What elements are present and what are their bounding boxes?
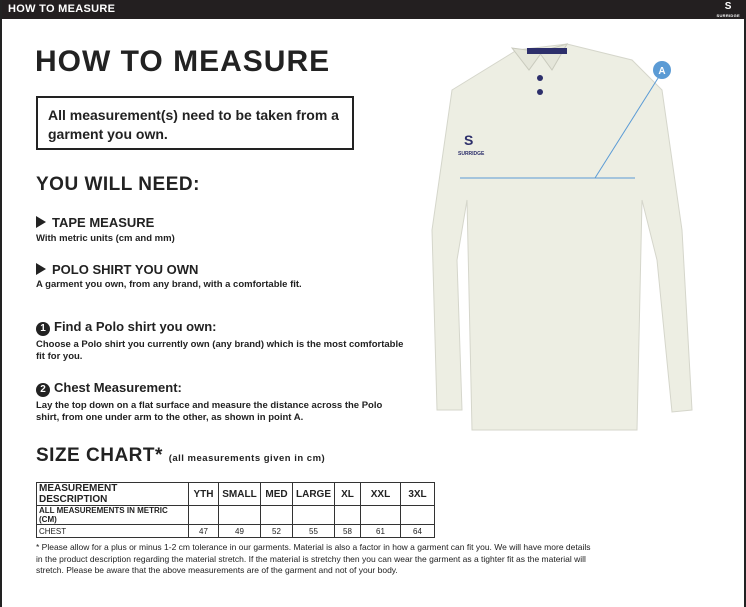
number-2-icon: 2	[36, 383, 50, 397]
svg-text:A: A	[658, 66, 665, 77]
top-bar-title: HOW TO MEASURE	[8, 3, 116, 15]
table-subheader-row: ALL MEASUREMENTS IN METRIC (CM)	[36, 505, 435, 525]
step-1-title: 1 Find a Polo shirt you own:	[36, 319, 217, 336]
notice-box: All measurement(s) need to be taken from…	[36, 96, 354, 150]
step-1-desc: Choose a Polo shirt you currently own (a…	[36, 339, 404, 362]
step-2-desc: Lay the top down on a flat surface and m…	[36, 400, 383, 423]
footnote: * Please allow for a plus or minus 1-2 c…	[36, 542, 591, 575]
size-chart-table: MEASUREMENT DESCRIPTION YTH SMALL MED LARGE X…	[36, 482, 435, 538]
polo-shirt-image: S SURRIDGE A	[431, 43, 693, 431]
surridge-logo: S SURRIDGE	[716, 1, 740, 19]
size-chart-heading: SIZE CHART* (all measurements given in c…	[36, 445, 326, 466]
top-bar: HOW TO MEASURE S SURRIDGE	[2, 0, 746, 19]
point-a-marker	[653, 61, 671, 79]
svg-text:SURRIDGE: SURRIDGE	[458, 151, 485, 157]
need-tape-desc: With metric units (cm and mm)	[36, 233, 175, 244]
page-title: HOW TO MEASURE	[35, 45, 331, 78]
table-row: CHEST 47 49 52 55 58 61 64	[36, 524, 435, 538]
need-polo-desc: A garment you own, from any brand, with …	[36, 279, 302, 290]
need-tape-measure: TAPE MEASURE	[36, 215, 154, 230]
step-2-title: 2 Chest Measurement:	[36, 380, 182, 397]
triangle-bullet-icon	[36, 216, 46, 228]
svg-text:S: S	[464, 132, 473, 148]
number-1-icon: 1	[36, 322, 50, 336]
triangle-bullet-icon	[36, 263, 46, 275]
you-will-need-heading: YOU WILL NEED:	[36, 174, 200, 195]
table-header-row: MEASUREMENT DESCRIPTION YTH SMALL MED LARGE X…	[36, 482, 435, 506]
need-polo-shirt: POLO SHIRT YOU OWN	[36, 262, 198, 277]
